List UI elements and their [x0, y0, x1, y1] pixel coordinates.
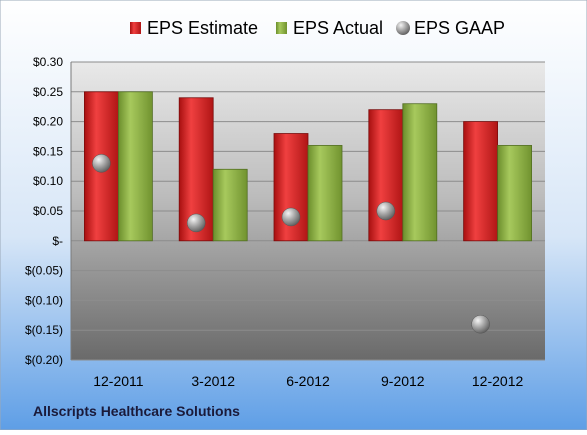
y-tick-label: $(0.10) — [25, 293, 63, 307]
y-tick-label: $0.25 — [33, 85, 63, 99]
legend: EPS Estimate EPS Actual EPS GAAP — [130, 18, 505, 38]
bar-eps-actual — [212, 168, 248, 242]
x-tick-label: 12-2011 — [93, 373, 144, 389]
y-tick-label: $0.05 — [33, 204, 63, 218]
x-tick-label: 6-2012 — [286, 373, 330, 389]
y-tick-label: $- — [52, 234, 63, 248]
y-axis-tick-labels: $0.30 $0.25 $0.20 $0.15 $0.10 $0.05 $- $(0.05) $… — [25, 55, 63, 367]
y-tick-label: $(0.20) — [25, 353, 63, 367]
bar-eps-actual — [497, 145, 533, 242]
y-tick-label: $(0.15) — [25, 323, 63, 337]
x-tick-label: 3-2012 — [191, 373, 235, 389]
x-axis-tick-labels: 12-2011 3-2012 6-2012 9-2012 12-2012 — [93, 373, 523, 389]
y-tick-label: $0.10 — [33, 174, 63, 188]
gaap-marker — [281, 207, 301, 227]
legend-label: EPS Estimate — [147, 18, 258, 38]
gaap-marker — [186, 213, 206, 233]
gaap-markers — [92, 154, 490, 334]
legend-item: EPS Actual — [276, 18, 383, 38]
legend-item: EPS Estimate — [130, 18, 258, 38]
x-tick-label: 9-2012 — [381, 373, 425, 389]
bars — [84, 91, 533, 242]
legend-swatch — [276, 22, 287, 34]
bar-eps-actual — [402, 103, 438, 242]
bar-eps-actual — [118, 91, 153, 242]
bar-eps-estimate — [463, 121, 499, 242]
legend-swatch — [396, 21, 410, 35]
y-tick-label: $(0.05) — [25, 264, 63, 278]
legend-label: EPS Actual — [293, 18, 383, 38]
y-tick-label: $0.20 — [33, 115, 63, 129]
company-name-label: Allscripts Healthcare Solutions — [33, 403, 240, 419]
bar-eps-actual — [307, 145, 343, 242]
legend-item: EPS GAAP — [396, 18, 505, 38]
x-tick-label: 12-2012 — [472, 373, 524, 389]
gaap-marker — [92, 154, 111, 173]
y-tick-label: $0.15 — [33, 144, 63, 158]
legend-label: EPS GAAP — [414, 18, 505, 38]
y-tick-label: $0.30 — [33, 55, 63, 69]
legend-swatch — [130, 22, 141, 34]
gaap-marker — [471, 314, 490, 334]
gaap-marker — [376, 201, 396, 221]
bar-eps-estimate — [368, 109, 404, 242]
